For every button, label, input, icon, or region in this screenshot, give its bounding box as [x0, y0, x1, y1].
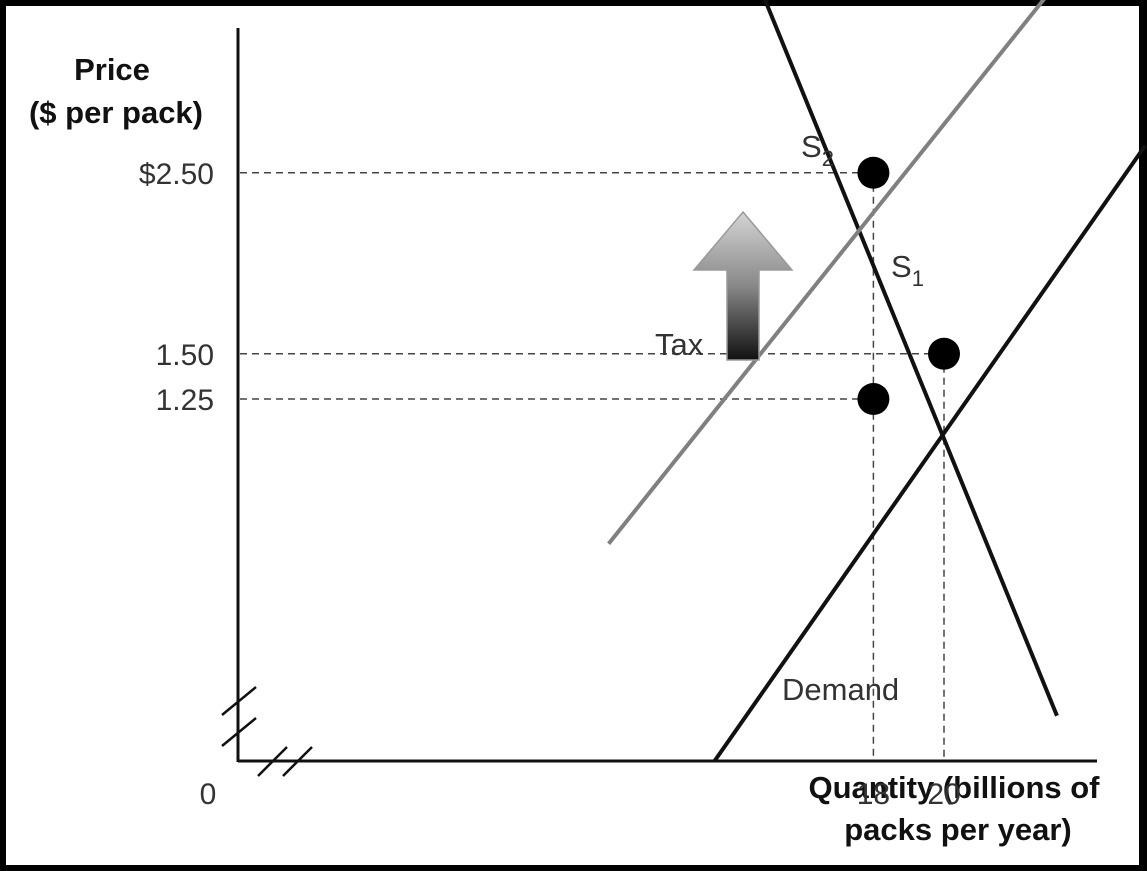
equilibrium-point-1	[928, 337, 960, 370]
series-line-demand	[762, 0, 1059, 717]
y-tick-label-0: $2.50	[139, 158, 214, 191]
tax-label: Tax	[655, 327, 704, 362]
y-axis-break-mark	[221, 686, 257, 747]
x-axis-break-mark	[257, 746, 313, 777]
series-label-s1-base: S	[891, 249, 912, 284]
series-line-s2	[607, 0, 1046, 546]
y-tick-labels: $2.50 1.50 1.25	[139, 158, 214, 417]
series-label-s2-sub: 2	[822, 146, 834, 171]
series-label-demand: Demand	[782, 672, 899, 707]
series-label-s2: S2	[801, 129, 834, 171]
x-tick-labels: 18 20	[857, 778, 961, 811]
chart-frame	[6, 6, 1139, 865]
y-tick-label-2: 1.25	[156, 384, 214, 417]
tax-arrow-icon	[692, 210, 794, 361]
x-tick-label-0: 18	[857, 778, 890, 811]
y-axis-title-line1: Price	[74, 52, 150, 87]
origin-label: 0	[200, 778, 217, 811]
series-label-s1: S1	[891, 249, 924, 291]
x-axis-title-line1: Quantity (billions of	[808, 770, 1100, 805]
series-lines	[607, 0, 1147, 763]
x-axis-title-line2: packs per year)	[844, 812, 1071, 847]
series-label-s1-sub: 1	[912, 266, 924, 291]
series-label-s2-base: S	[801, 129, 822, 164]
series-line-s1	[712, 144, 1147, 763]
equilibrium-points	[857, 156, 960, 415]
equilibrium-point-0	[857, 156, 890, 189]
x-tick-label-1: 20	[927, 778, 960, 811]
equilibrium-point-2	[857, 383, 890, 415]
y-axis-title-line2: ($ per pack)	[29, 95, 203, 130]
y-tick-label-1: 1.50	[156, 339, 214, 372]
